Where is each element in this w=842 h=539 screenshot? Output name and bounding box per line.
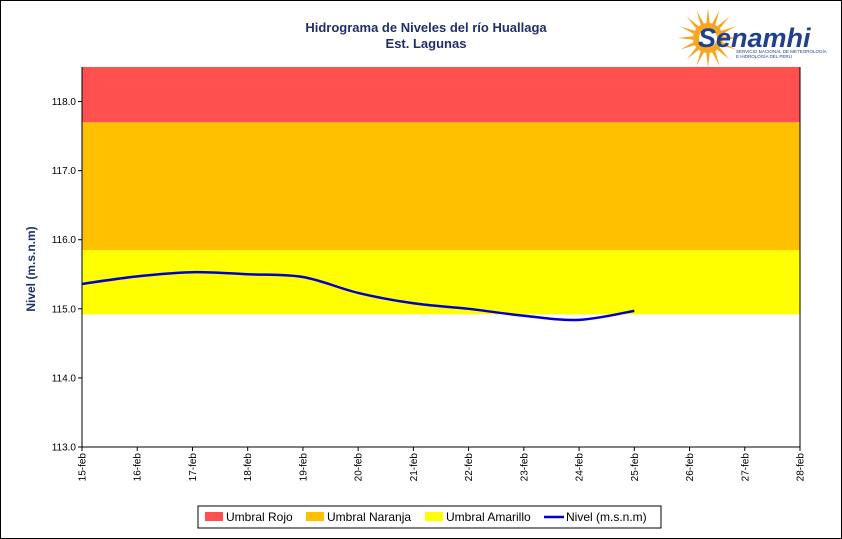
legend-label-umbral-amarillo: Umbral Amarillo bbox=[446, 510, 531, 524]
logo-subtitle-line2: E HIDROLOGÍA DEL PERÚ bbox=[736, 53, 792, 59]
x-tick-label: 17-feb bbox=[188, 453, 199, 482]
band-umbral-rojo bbox=[82, 67, 800, 123]
legend: Umbral Rojo Umbral Naranja Umbral Amarillo… bbox=[197, 505, 662, 529]
x-tick-label: 19-feb bbox=[298, 453, 309, 482]
sun-ray bbox=[686, 46, 700, 60]
band-umbral-amarillo bbox=[82, 250, 800, 315]
legend-label-umbral-naranja: Umbral Naranja bbox=[327, 510, 411, 524]
sun-ray bbox=[706, 8, 710, 25]
band-umbral-naranja bbox=[82, 122, 800, 251]
sun-ray bbox=[680, 41, 696, 50]
sun-ray bbox=[711, 10, 720, 26]
sun-ray bbox=[696, 10, 705, 26]
x-tick-label: 26-feb bbox=[685, 453, 696, 482]
sun-icon bbox=[678, 8, 738, 68]
sun-core bbox=[699, 29, 717, 47]
x-tick-label: 23-feb bbox=[519, 453, 530, 482]
x-tick-label: 27-feb bbox=[740, 453, 751, 482]
chart-subtitle: Est. Lagunas bbox=[386, 36, 467, 51]
sun-ray bbox=[686, 16, 700, 30]
x-tick-label: 18-feb bbox=[243, 453, 254, 482]
y-ticks: 113.0 114.0 115.0 116.0 117.0 118.0 bbox=[52, 97, 82, 454]
x-ticks: 15-feb 16-feb 17-feb 18-feb 19-feb 20-feb 21-f… bbox=[78, 447, 807, 481]
sun-ray bbox=[720, 26, 736, 35]
sun-ray bbox=[720, 41, 736, 50]
legend-swatch-umbral-rojo bbox=[205, 512, 223, 521]
x-tick-label: 28-feb bbox=[796, 453, 807, 482]
x-tick-label: 20-feb bbox=[354, 453, 365, 482]
x-tick-label: 22-feb bbox=[464, 453, 475, 482]
y-tick-label: 118.0 bbox=[52, 97, 77, 108]
legend-swatch-umbral-amarillo bbox=[425, 512, 443, 521]
y-tick-label: 113.0 bbox=[52, 443, 77, 454]
senamhi-logo: Senamhi SERVICIO NACIONAL DE METEOROLOGÍ… bbox=[678, 8, 827, 68]
x-tick-label: 24-feb bbox=[575, 453, 586, 482]
sun-ray bbox=[721, 36, 738, 40]
logo-subtitle-line1: SERVICIO NACIONAL DE METEOROLOGÍA bbox=[736, 48, 827, 54]
sun-ray bbox=[711, 50, 720, 66]
sun-ray bbox=[716, 46, 730, 60]
logo-name: Senamhi bbox=[698, 23, 811, 53]
y-tick-label: 114.0 bbox=[52, 373, 77, 384]
legend-label-nivel-m-s-n-m: Nivel (m.s.n.m) bbox=[566, 510, 647, 524]
y-tick-label: 115.0 bbox=[52, 304, 77, 315]
axes bbox=[81, 67, 801, 448]
sun-ray bbox=[716, 16, 730, 30]
y-tick-label: 117.0 bbox=[52, 166, 77, 177]
legend-label-umbral-rojo: Umbral Rojo bbox=[226, 510, 293, 524]
sun-ray bbox=[696, 50, 705, 66]
y-axis-label: Nivel (m.s.n.m) bbox=[24, 226, 38, 311]
x-tick-label: 25-feb bbox=[630, 453, 641, 482]
threshold-bands bbox=[82, 67, 800, 315]
x-tick-label: 21-feb bbox=[409, 453, 420, 482]
y-tick-label: 116.0 bbox=[52, 235, 77, 246]
series-layer bbox=[81, 270, 635, 322]
sun-ray bbox=[678, 36, 695, 40]
x-tick-label: 16-feb bbox=[133, 453, 144, 482]
x-tick-label: 15-feb bbox=[78, 453, 89, 482]
sun-ray bbox=[680, 26, 696, 35]
chart-title: Hidrograma de Niveles del río Huallaga bbox=[305, 20, 547, 35]
sun-ray bbox=[706, 51, 710, 68]
legend-swatch-umbral-naranja bbox=[306, 512, 324, 521]
